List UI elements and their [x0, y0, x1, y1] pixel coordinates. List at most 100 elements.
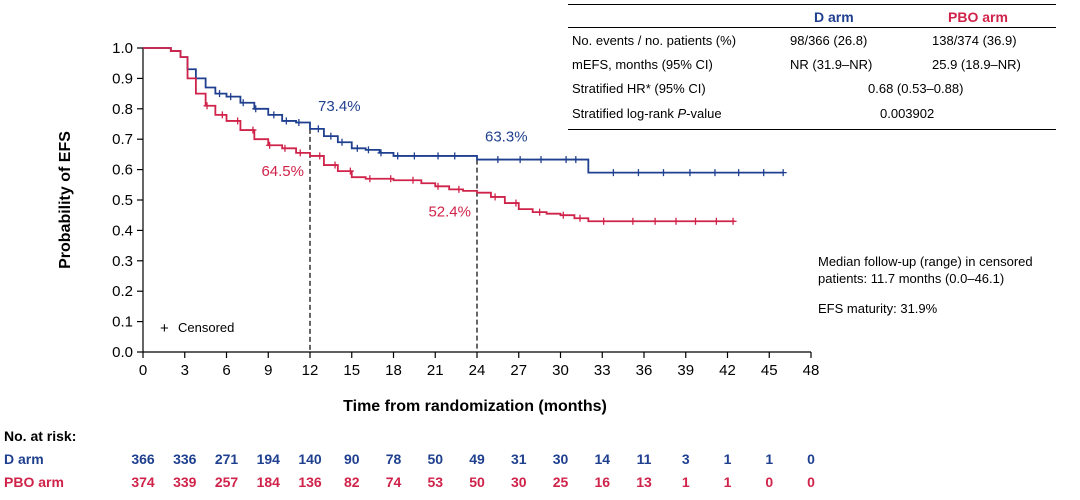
censor-mark-d-arm [227, 93, 235, 101]
at-risk-value-pbo-arm: 136 [298, 474, 322, 490]
censor-mark-pbo-arm [203, 102, 211, 110]
censor-mark-pbo-arm [691, 217, 699, 225]
y-tick-label: 0.5 [112, 192, 133, 209]
stats-row-mefs-label: mEFS, months (95% CI) [572, 57, 713, 72]
stats-row-pvalue-value: 0.003902 [880, 106, 935, 121]
at-risk-value-d-arm: 366 [131, 451, 155, 467]
censor-mark-pbo-arm [281, 144, 289, 152]
censor-mark-d-arm [634, 169, 642, 177]
x-tick-label: 3 [181, 362, 189, 379]
at-risk-value-pbo-arm: 1 [681, 474, 690, 490]
x-tick-label: 42 [719, 362, 736, 379]
censor-mark-d-arm [239, 99, 247, 107]
pvalue-label-before: Stratified log-rank [572, 106, 678, 121]
at-risk-title: No. at risk: [4, 428, 77, 444]
censor-marks [203, 90, 787, 225]
at-risk-value-d-arm: 30 [552, 451, 569, 467]
at-risk-value-d-arm: 11 [636, 451, 652, 467]
at-risk-value-d-arm: 1 [765, 451, 774, 467]
censor-mark-d-arm [216, 90, 224, 98]
at-risk-label-pbo-arm: PBO arm [4, 474, 64, 490]
censored-legend-symbol: + [160, 320, 169, 337]
at-risk-value-pbo-arm: 184 [256, 474, 280, 490]
x-tick-label: 6 [222, 362, 230, 379]
x-tick-label: 48 [803, 362, 820, 379]
stats-row-events-d: 98/366 (26.8) [790, 33, 868, 48]
censor-mark-d-arm [659, 169, 667, 177]
at-risk-value-d-arm: 49 [469, 451, 485, 467]
annotation-52-4pct: 52.4% [428, 204, 471, 221]
survival-curves [143, 47, 784, 223]
censor-mark-d-arm [609, 169, 617, 177]
y-tick-label: 0.1 [112, 314, 133, 331]
censor-mark-d-arm [537, 156, 545, 164]
y-tick-label: 1.0 [112, 40, 133, 57]
axes: 0.00.10.20.30.40.50.60.70.80.91.00 3 6 9 12 1… [112, 40, 819, 379]
at-risk-value-d-arm: 78 [385, 451, 402, 467]
censor-mark-d-arm [572, 156, 580, 164]
at-risk-value-d-arm: 271 [214, 451, 239, 467]
censor-mark-d-arm [327, 132, 335, 140]
at-risk-value-d-arm: 1 [723, 451, 732, 467]
censor-mark-pbo-arm [316, 152, 324, 160]
at-risk-value-pbo-arm: 82 [343, 474, 360, 490]
censor-mark-pbo-arm [409, 176, 417, 184]
censor-mark-pbo-arm [366, 175, 374, 183]
pvalue-label-after: -value [686, 106, 722, 121]
censor-mark-d-arm [270, 111, 278, 119]
x-tick-label: 36 [636, 362, 653, 379]
censor-mark-d-arm [760, 169, 768, 177]
censor-mark-pbo-arm [600, 217, 608, 225]
censor-mark-pbo-arm [512, 199, 520, 207]
censor-mark-pbo-arm [651, 217, 659, 225]
censor-mark-d-arm [451, 152, 459, 160]
at-risk-value-d-arm: 0 [807, 451, 815, 467]
stats-header-d-arm: D arm [814, 9, 854, 25]
at-risk-value-pbo-arm: 25 [552, 474, 569, 490]
at-risk-value-pbo-arm: 0 [765, 474, 774, 490]
x-tick-label: 27 [510, 362, 527, 379]
censor-mark-d-arm [686, 169, 694, 177]
censor-mark-pbo-arm [346, 167, 354, 175]
stats-row-mefs-pbo: 25.9 (18.9–NR) [932, 57, 1021, 72]
censor-mark-d-arm [516, 156, 524, 164]
censor-mark-d-arm [252, 105, 260, 113]
censor-mark-d-arm [364, 146, 372, 154]
censor-mark-pbo-arm [576, 214, 584, 222]
at-risk-label-d-arm: D arm [4, 451, 44, 467]
survival-curve-pbo-arm [143, 47, 735, 223]
censor-mark-d-arm [494, 156, 502, 164]
censor-mark-pbo-arm [455, 185, 463, 193]
x-tick-label: 30 [552, 362, 569, 379]
annotation-73-4pct: 73.4% [318, 98, 361, 115]
x-axis-label: Time from randomization (months) [343, 398, 607, 415]
y-tick-label: 0.3 [112, 253, 133, 270]
x-tick-label: 15 [343, 362, 360, 379]
at-risk-value-pbo-arm: 74 [385, 474, 402, 490]
at-risk-value-pbo-arm: 16 [594, 474, 611, 490]
at-risk-value-pbo-arm: 1 [723, 474, 732, 490]
annotation-63-3pct: 63.3% [485, 129, 528, 146]
y-tick-label: 0.4 [112, 222, 133, 239]
x-tick-label: 12 [302, 362, 319, 379]
censor-mark-pbo-arm [434, 182, 442, 190]
stats-row-events-label: No. events / no. patients (%) [572, 33, 737, 48]
censor-mark-pbo-arm [672, 217, 680, 225]
censor-mark-pbo-arm [559, 211, 567, 219]
at-risk-value-pbo-arm: 50 [469, 474, 485, 490]
stats-row-hr-value: 0.68 (0.53–0.88) [868, 81, 964, 96]
censor-mark-d-arm [338, 138, 346, 146]
stats-row-events-pbo: 138/374 (36.9) [932, 33, 1017, 48]
stats-row-hr-label: Stratified HR* (95% CI) [572, 81, 706, 96]
censor-mark-pbo-arm [712, 217, 720, 225]
censor-mark-pbo-arm [266, 141, 274, 149]
at-risk-value-pbo-arm: 30 [510, 474, 527, 490]
at-risk-value-d-arm: 140 [298, 451, 322, 467]
x-tick-label: 9 [264, 362, 272, 379]
at-risk-value-d-arm: 31 [510, 451, 527, 467]
y-tick-label: 0.6 [112, 162, 133, 179]
censor-mark-d-arm [394, 152, 402, 160]
at-risk-value-pbo-arm: 0 [807, 474, 815, 490]
censor-mark-d-arm [711, 169, 719, 177]
